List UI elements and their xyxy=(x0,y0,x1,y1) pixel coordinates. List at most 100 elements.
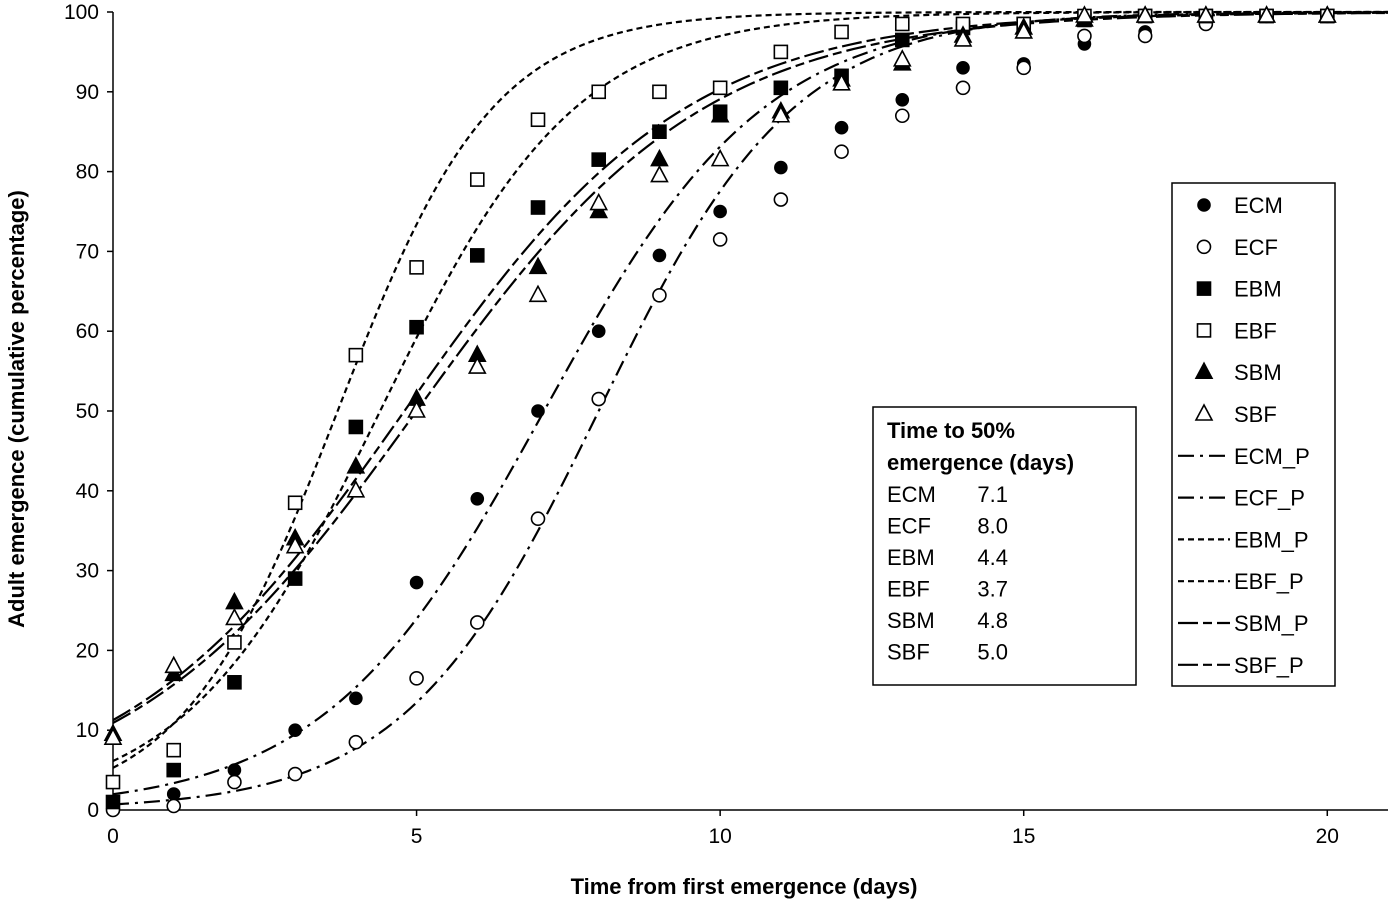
x-tick-label: 5 xyxy=(411,825,423,848)
legend-items: ECM ECF EBM EBF SBM SBF ECM_P ECF_P EBM_P EBF_P SB… xyxy=(1178,193,1310,678)
point-ecf xyxy=(348,734,364,750)
legend-item-ecf: ECF xyxy=(1196,235,1278,260)
fit-curve-ecm-p xyxy=(112,11,1389,796)
legend-item-ebm: EBM xyxy=(1196,277,1282,302)
axes: 0 10 20 30 40 50 60 70 80 90 100 0 5 10 15 20 xyxy=(64,1,1388,848)
point-sbf xyxy=(892,49,912,67)
legend-item-ebf: EBF xyxy=(1196,318,1277,343)
point-ecf xyxy=(166,798,182,814)
legend-label: ECM_P xyxy=(1234,444,1310,469)
point-sbf xyxy=(225,607,244,626)
info-row: ECF 8.0 xyxy=(887,514,1008,539)
point-sbf xyxy=(832,73,851,91)
series-ebm xyxy=(105,8,1335,810)
info-row-value: 5.0 xyxy=(977,640,1008,665)
x-tick-label: 15 xyxy=(1012,825,1035,848)
legend-item-sbf: SBF xyxy=(1194,402,1277,427)
y-tick-label: 30 xyxy=(76,560,99,583)
point-ebm xyxy=(894,32,910,48)
series-ecf xyxy=(105,8,1335,818)
y-tick-label: 80 xyxy=(76,161,99,184)
point-ebm xyxy=(591,152,607,167)
point-ecf xyxy=(894,108,910,124)
info-box: Time to 50% emergence (days) ECM 7.1 ECF 8.… xyxy=(872,406,1137,686)
point-ecm xyxy=(713,204,727,219)
legend-item-sbm-p: SBM_P xyxy=(1178,611,1309,636)
info-box-title-line2: emergence (days) xyxy=(887,450,1074,475)
point-ebf xyxy=(166,742,182,758)
point-ebf xyxy=(773,44,789,60)
y-tick-label: 10 xyxy=(76,719,99,742)
point-ebm xyxy=(287,571,303,586)
legend-label: EBF_P xyxy=(1234,569,1304,594)
legend-label: SBM xyxy=(1234,360,1282,385)
point-ecm xyxy=(409,575,424,590)
point-ebm xyxy=(105,794,121,810)
point-ecm xyxy=(166,787,181,801)
fit-curve-ecf-p xyxy=(112,11,1389,806)
series-sbf xyxy=(103,5,1337,745)
point-ecm xyxy=(895,92,910,107)
fit-curve-ebf-p xyxy=(112,10,1388,769)
legend-label: ECF xyxy=(1234,235,1278,260)
point-sbm xyxy=(528,256,548,275)
point-sbf xyxy=(1135,5,1155,23)
info-row-value: 4.8 xyxy=(977,608,1008,633)
point-sbf xyxy=(953,29,973,47)
point-sbm xyxy=(225,591,244,610)
point-ebm xyxy=(348,419,364,435)
info-row-value: 7.1 xyxy=(977,482,1008,507)
point-sbf xyxy=(1196,5,1216,23)
y-tick-label: 20 xyxy=(76,639,99,662)
legend-label: EBM xyxy=(1234,277,1282,302)
point-ecf xyxy=(591,391,607,407)
point-ebf xyxy=(894,16,910,32)
point-sbf xyxy=(1317,5,1337,23)
point-ecf xyxy=(834,144,849,159)
y-tick-label: 60 xyxy=(76,320,99,343)
point-sbf xyxy=(771,105,791,123)
point-ebf xyxy=(348,347,364,363)
point-ebf xyxy=(712,80,728,96)
point-ecm xyxy=(774,160,788,175)
point-ecm xyxy=(349,691,363,706)
y-axis-title: Adult emergence (cumulative percentage) xyxy=(4,190,29,628)
point-sbf xyxy=(103,727,123,745)
point-ebm xyxy=(530,200,546,215)
legend-item-sbm: SBM xyxy=(1194,360,1282,385)
info-row-label: SBF xyxy=(887,640,930,665)
point-ecf xyxy=(712,232,728,247)
point-sbm xyxy=(650,148,669,167)
legend-label: ECF_P xyxy=(1234,486,1305,511)
point-sbf xyxy=(528,284,548,303)
point-ecm xyxy=(652,248,667,263)
info-row-label: EBM xyxy=(887,545,935,570)
point-ecf xyxy=(227,774,242,790)
point-ebf xyxy=(591,84,607,100)
info-row: EBF 3.7 xyxy=(887,577,1008,602)
point-ebm xyxy=(773,80,789,96)
info-row: EBM 4.4 xyxy=(887,545,1008,570)
point-ebf xyxy=(409,260,424,275)
series-ebf xyxy=(105,8,1335,790)
legend-frame xyxy=(1171,182,1336,687)
point-ecm xyxy=(834,120,849,135)
point-ecm xyxy=(531,404,545,418)
legend-swatch xyxy=(1196,323,1212,338)
point-ebm xyxy=(166,762,182,778)
legend-label: ECM xyxy=(1234,193,1283,218)
y-tick-label: 90 xyxy=(76,81,99,104)
point-ebm xyxy=(469,248,485,263)
legend-label: EBM_P xyxy=(1234,527,1309,552)
fit-curve-ebm-p xyxy=(112,10,1388,763)
y-tick-label: 70 xyxy=(76,240,99,263)
legend-item-sbf-p: SBF_P xyxy=(1178,653,1304,678)
legend-item-ecm-p: ECM_P xyxy=(1178,444,1310,469)
point-sbf xyxy=(164,655,184,674)
info-row-label: ECM xyxy=(887,482,936,507)
point-ecm xyxy=(470,491,485,506)
legend-label: SBM_P xyxy=(1234,611,1309,636)
point-sbf xyxy=(407,400,426,418)
point-ecf xyxy=(955,80,971,96)
